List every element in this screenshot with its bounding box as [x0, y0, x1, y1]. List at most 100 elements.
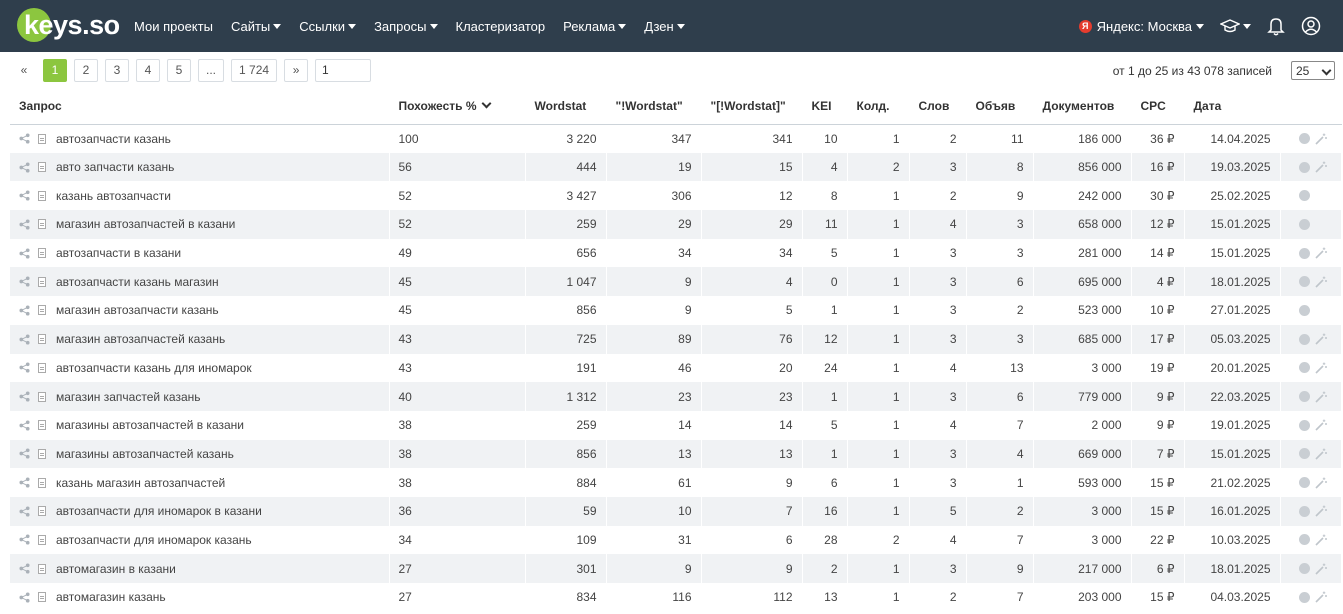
- magic-wand-icon[interactable]: [1314, 161, 1327, 173]
- share-icon[interactable]: [19, 477, 30, 488]
- share-icon[interactable]: [19, 534, 30, 546]
- share-icon[interactable]: [19, 305, 30, 316]
- magic-wand-icon[interactable]: [1314, 362, 1327, 374]
- col-cpc[interactable]: CPC: [1131, 88, 1185, 125]
- share-icon[interactable]: [19, 506, 30, 517]
- magic-wand-icon[interactable]: [1314, 276, 1327, 288]
- col-query[interactable]: Запрос: [10, 88, 390, 125]
- query-text[interactable]: магазины автозапчастей казань: [56, 446, 234, 461]
- globe-icon[interactable]: [1298, 218, 1310, 230]
- nav-ads[interactable]: Реклама: [563, 19, 627, 34]
- pagination-next[interactable]: »: [284, 58, 309, 82]
- query-text[interactable]: магазин запчастей казань: [56, 389, 201, 404]
- globe-icon[interactable]: [1298, 133, 1310, 145]
- globe-icon[interactable]: [1298, 591, 1310, 603]
- table-row[interactable]: автомагазин казань 27 834 116 112 13 1 2 7 203 00…: [10, 583, 1342, 612]
- magic-wand-icon[interactable]: [1314, 505, 1327, 517]
- col-wordstat-exact[interactable]: "!Wordstat": [606, 88, 702, 125]
- table-row[interactable]: казань магазин автозапчастей 38 884 61 9 6 1 3 1…: [10, 468, 1342, 497]
- profile-button[interactable]: [1301, 16, 1321, 36]
- document-icon[interactable]: [38, 248, 46, 259]
- share-icon[interactable]: [19, 133, 30, 144]
- magic-wand-icon[interactable]: [1314, 419, 1327, 431]
- table-row[interactable]: автозапчасти казань магазин 45 1 047 9 4 0 1 3 6…: [10, 267, 1342, 297]
- table-row[interactable]: казань автозапчасти 52 3 427 306 12 8 1 2 9 242 0…: [10, 181, 1342, 211]
- table-row[interactable]: магазин автозапчастей казань 43 725 89 76 12 1…: [10, 324, 1342, 354]
- share-icon[interactable]: [19, 592, 30, 603]
- table-row[interactable]: автозапчасти для иномарок в казани 36 59 10…: [10, 496, 1342, 526]
- globe-icon[interactable]: [1298, 276, 1310, 288]
- document-icon[interactable]: [38, 276, 46, 287]
- nav-clusterizer[interactable]: Кластеризатор: [456, 19, 546, 34]
- share-icon[interactable]: [19, 219, 30, 230]
- globe-icon[interactable]: [1298, 419, 1310, 431]
- nav-my-projects[interactable]: Мои проекты: [134, 19, 213, 34]
- pagination-page[interactable]: 3: [105, 58, 129, 82]
- query-text[interactable]: автозапчасти в казани: [56, 246, 182, 261]
- document-icon[interactable]: [38, 162, 46, 173]
- globe-icon[interactable]: [1298, 304, 1310, 316]
- table-row[interactable]: автозапчасти в казани 49 656 34 34 5 1 3 3 281 00…: [10, 238, 1342, 268]
- table-row[interactable]: автозапчасти казань 100 3 220 347 341 10 1 2 11 1…: [10, 124, 1342, 153]
- pagination-page[interactable]: 5: [167, 58, 191, 82]
- document-icon[interactable]: [38, 534, 46, 545]
- col-date[interactable]: Дата: [1184, 88, 1281, 125]
- col-documents[interactable]: Документов: [1033, 88, 1132, 125]
- share-icon[interactable]: [19, 248, 30, 259]
- document-icon[interactable]: [38, 219, 46, 230]
- region-selector[interactable]: Я Яндекс: Москва: [1078, 19, 1204, 34]
- globe-icon[interactable]: [1298, 391, 1310, 403]
- pagination-page[interactable]: 4: [136, 58, 160, 82]
- share-icon[interactable]: [19, 420, 30, 431]
- globe-icon[interactable]: [1298, 333, 1310, 345]
- share-icon[interactable]: [19, 448, 30, 459]
- pagination-page[interactable]: 1: [43, 58, 67, 82]
- col-ads[interactable]: Объяв: [966, 88, 1034, 125]
- nav-links[interactable]: Ссылки: [299, 19, 357, 34]
- magic-wand-icon[interactable]: [1314, 534, 1327, 546]
- globe-icon[interactable]: [1298, 563, 1310, 575]
- query-text[interactable]: магазин автозапчасти казань: [56, 303, 219, 318]
- col-similarity[interactable]: Похожесть %: [389, 88, 526, 125]
- query-text[interactable]: авто запчасти казань: [56, 160, 175, 175]
- document-icon[interactable]: [38, 563, 46, 574]
- query-text[interactable]: автозапчасти казань магазин: [56, 274, 219, 289]
- nav-queries[interactable]: Запросы: [374, 19, 438, 34]
- query-text[interactable]: магазин автозапчастей в казани: [56, 217, 236, 232]
- document-icon[interactable]: [38, 334, 46, 345]
- document-icon[interactable]: [38, 506, 46, 517]
- col-words[interactable]: Слов: [909, 88, 967, 125]
- table-row[interactable]: магазины автозапчастей в казани 38 259 14 14…: [10, 410, 1342, 440]
- query-text[interactable]: магазин автозапчастей казань: [56, 332, 226, 347]
- table-row[interactable]: автозапчасти для иномарок казань 34 109 31 6…: [10, 525, 1342, 555]
- share-icon[interactable]: [19, 190, 30, 201]
- share-icon[interactable]: [19, 391, 30, 402]
- table-row[interactable]: магазин запчастей казань 40 1 312 23 23 1 1 3 6 7…: [10, 382, 1342, 411]
- query-text[interactable]: автозапчасти казань: [56, 131, 171, 146]
- globe-icon[interactable]: [1298, 477, 1310, 489]
- query-text[interactable]: казань магазин автозапчастей: [56, 475, 226, 490]
- col-wordstat-order[interactable]: "[!Wordstat]": [701, 88, 803, 125]
- globe-icon[interactable]: [1298, 505, 1310, 517]
- document-icon[interactable]: [38, 592, 46, 603]
- logo[interactable]: keys.so: [16, 6, 120, 46]
- table-row[interactable]: магазины автозапчастей казань 38 856 13 13 1 1…: [10, 439, 1342, 469]
- table-row[interactable]: магазин автозапчасти казань 45 856 9 5 1 1 3 2 52…: [10, 296, 1342, 325]
- globe-icon[interactable]: [1298, 161, 1310, 173]
- query-text[interactable]: магазины автозапчастей в казани: [56, 418, 244, 433]
- query-text[interactable]: автозапчасти для иномарок казань: [56, 532, 252, 547]
- magic-wand-icon[interactable]: [1314, 133, 1327, 145]
- query-text[interactable]: автомагазин в казани: [56, 561, 176, 576]
- magic-wand-icon[interactable]: [1314, 448, 1327, 460]
- page-goto-input[interactable]: [315, 58, 372, 82]
- query-text[interactable]: автомагазин казань: [56, 590, 166, 605]
- table-row[interactable]: авто запчасти казань 56 444 19 15 4 2 3 8 856 000…: [10, 152, 1342, 182]
- pagination-page[interactable]: 1 724: [231, 58, 278, 82]
- notifications-button[interactable]: [1267, 16, 1285, 36]
- globe-icon[interactable]: [1298, 448, 1310, 460]
- globe-icon[interactable]: [1298, 247, 1310, 259]
- query-text[interactable]: автозапчасти казань для иномарок: [56, 360, 252, 375]
- share-icon[interactable]: [19, 334, 30, 345]
- education-menu[interactable]: [1220, 18, 1251, 34]
- col-kei[interactable]: KEI: [802, 88, 848, 125]
